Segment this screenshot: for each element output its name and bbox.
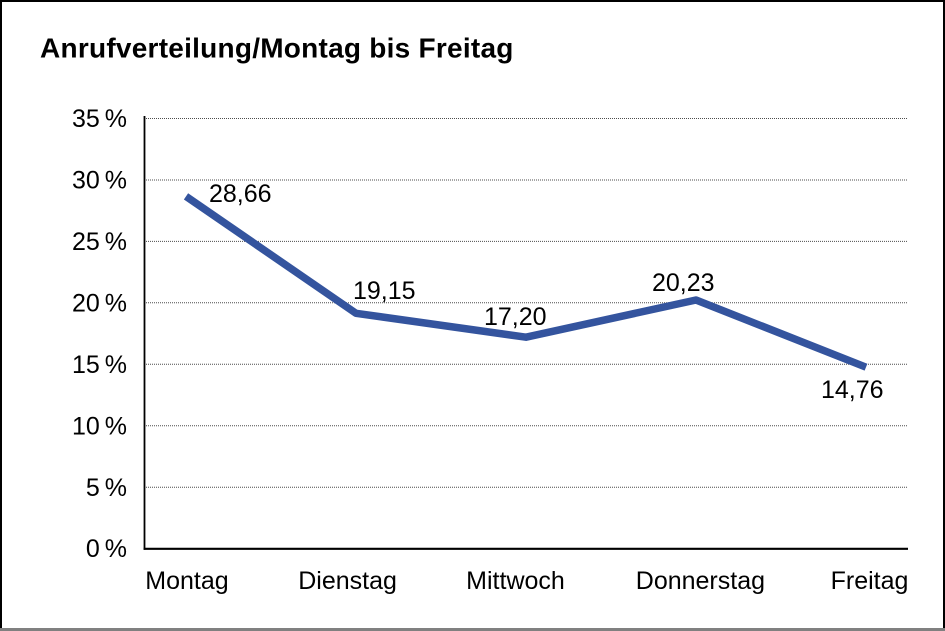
- svg-text:Freitag: Freitag: [831, 567, 909, 595]
- svg-text:0 %: 0 %: [86, 535, 127, 563]
- svg-text:35 %: 35 %: [72, 105, 127, 133]
- svg-text:Mittwoch: Mittwoch: [466, 567, 565, 595]
- svg-text:28,66: 28,66: [209, 180, 272, 208]
- svg-text:20,23: 20,23: [652, 269, 715, 297]
- svg-text:Montag: Montag: [145, 567, 228, 595]
- svg-text:17,20: 17,20: [484, 303, 547, 331]
- svg-text:25 %: 25 %: [72, 228, 127, 256]
- svg-text:Anrufverteilung/Montag bis Fre: Anrufverteilung/Montag bis Freitag: [40, 33, 514, 64]
- svg-text:14,76: 14,76: [821, 376, 884, 404]
- svg-text:Dienstag: Dienstag: [298, 567, 397, 595]
- svg-text:20 %: 20 %: [72, 289, 127, 317]
- svg-text:19,15: 19,15: [353, 277, 416, 305]
- svg-text:5 %: 5 %: [86, 474, 127, 502]
- svg-text:15 %: 15 %: [72, 351, 127, 379]
- svg-text:10 %: 10 %: [72, 412, 127, 440]
- svg-text:30 %: 30 %: [72, 167, 127, 195]
- svg-text:Donnerstag: Donnerstag: [636, 567, 765, 595]
